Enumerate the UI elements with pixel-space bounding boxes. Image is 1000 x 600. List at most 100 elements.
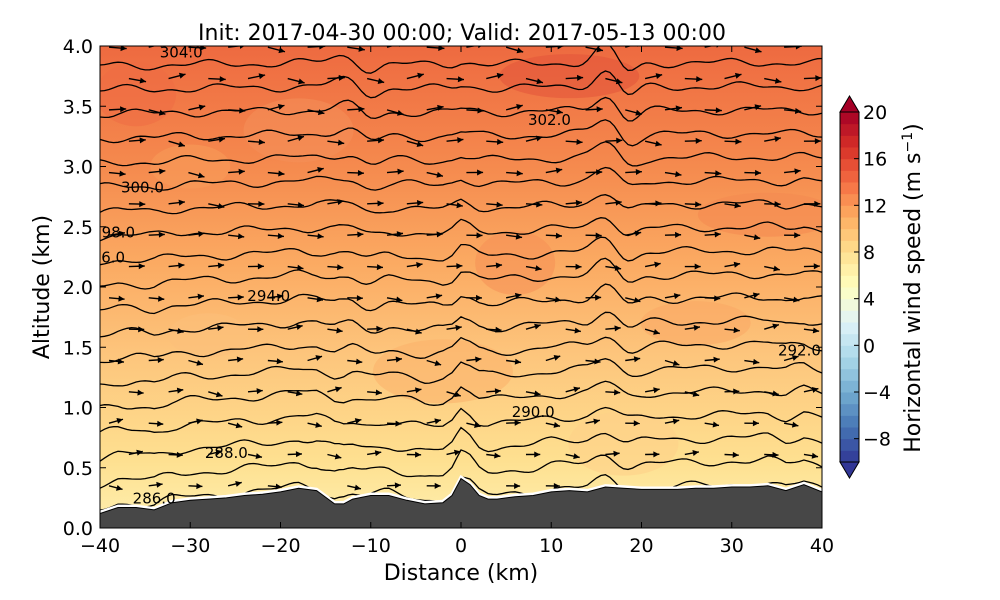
wind-vector bbox=[525, 451, 541, 458]
colorbar-swatch bbox=[840, 310, 859, 323]
wind-vector bbox=[664, 171, 682, 178]
wind-vector bbox=[744, 292, 760, 299]
wind-vector bbox=[585, 294, 602, 301]
wind-vector bbox=[406, 199, 424, 206]
wind-speed-fill bbox=[100, 46, 822, 528]
wind-vector bbox=[545, 167, 563, 174]
wind-vector bbox=[307, 355, 323, 362]
wind-vector bbox=[406, 328, 422, 335]
wind-vector bbox=[168, 451, 183, 458]
colorbar-tick-label: 16 bbox=[863, 149, 887, 171]
wind-vector bbox=[605, 264, 622, 271]
colorbar-swatch bbox=[840, 345, 859, 358]
wind-vector bbox=[248, 326, 264, 333]
wind-vector bbox=[585, 358, 601, 365]
wind-vector bbox=[664, 231, 682, 238]
wind-vector bbox=[446, 324, 462, 331]
wind-vector bbox=[764, 451, 779, 458]
wind-vector bbox=[327, 453, 342, 460]
colorbar-swatch bbox=[840, 252, 859, 265]
wind-vector bbox=[327, 74, 345, 81]
wind-vector bbox=[128, 389, 144, 396]
wind-vector bbox=[406, 140, 424, 147]
wind-vector bbox=[227, 422, 243, 429]
theta-contour-300 bbox=[100, 141, 822, 167]
wind-vector bbox=[347, 231, 364, 238]
y-tick-label: 0.5 bbox=[63, 458, 93, 480]
wind-vector bbox=[486, 326, 502, 333]
wind-vector bbox=[128, 77, 147, 84]
wind-vector bbox=[783, 296, 800, 303]
wind-vector bbox=[228, 294, 244, 301]
wind-vector bbox=[644, 261, 661, 268]
colorbar-swatch bbox=[840, 380, 859, 393]
wind-vector bbox=[287, 201, 305, 208]
theta-contour-303 bbox=[100, 70, 822, 99]
wind-vector bbox=[347, 295, 363, 302]
chart-title: Init: 2017-04-30 00:00; Valid: 2017-05-1… bbox=[198, 21, 726, 46]
wind-vector bbox=[386, 420, 402, 427]
wind-vector bbox=[128, 137, 146, 144]
wind-vector bbox=[347, 418, 362, 424]
wind-vector bbox=[525, 77, 544, 85]
wind-vector bbox=[684, 263, 701, 270]
colorbar-tick-label: 12 bbox=[863, 195, 887, 217]
colorbar-tick-label: 20 bbox=[863, 102, 887, 124]
colorbar-swatch bbox=[840, 123, 859, 136]
wind-vector bbox=[466, 46, 482, 49]
y-tick-label: 1.5 bbox=[63, 337, 93, 359]
wind-vector bbox=[208, 76, 226, 83]
wind-vector bbox=[684, 450, 699, 456]
x-tick-label: −30 bbox=[170, 535, 210, 557]
wind-patch bbox=[150, 144, 231, 189]
theta-contour-299 bbox=[100, 166, 822, 191]
wind-vector bbox=[803, 138, 821, 145]
theta-contour-302 bbox=[100, 96, 822, 122]
wind-vector bbox=[267, 170, 285, 177]
wind-vector bbox=[644, 328, 660, 335]
wind-vector bbox=[605, 450, 620, 457]
theta-contour-294 bbox=[100, 283, 822, 315]
wind-vector bbox=[605, 199, 622, 206]
wind-vector bbox=[188, 230, 205, 237]
wind-vector bbox=[446, 202, 463, 209]
x-axis-ticks: −40 −30 −20 −10 0 10 20 30 40 bbox=[80, 46, 834, 557]
wind-vector bbox=[267, 104, 285, 111]
wind-vector bbox=[168, 262, 185, 269]
wind-vector bbox=[525, 135, 543, 142]
theta-contour-287 bbox=[100, 449, 822, 489]
wind-vector bbox=[803, 386, 819, 393]
wind-vector bbox=[704, 356, 720, 363]
wind-vector bbox=[704, 295, 721, 302]
wind-vector bbox=[188, 483, 203, 490]
wind-vector bbox=[664, 105, 683, 112]
contour-label: 298.0 bbox=[92, 223, 135, 241]
theta-contours bbox=[100, 46, 822, 511]
wind-vector bbox=[783, 355, 799, 362]
wind-vector bbox=[664, 46, 683, 51]
wind-vector bbox=[525, 265, 542, 272]
wind-vector bbox=[486, 201, 503, 208]
wind-vector bbox=[803, 327, 820, 334]
wind-vector bbox=[684, 391, 700, 397]
wind-vector bbox=[466, 294, 483, 301]
wind-vector bbox=[188, 46, 207, 51]
theta-contour-296 bbox=[100, 236, 822, 266]
colorbar-extend-max bbox=[839, 95, 860, 113]
wind-vector bbox=[585, 418, 600, 425]
wind-vector bbox=[386, 482, 402, 489]
wind-vector bbox=[505, 292, 522, 299]
wind-vector bbox=[466, 356, 482, 363]
wind-vector bbox=[227, 481, 242, 487]
wind-vector bbox=[486, 388, 502, 395]
colorbar-swatch bbox=[840, 392, 859, 405]
wind-patch bbox=[568, 411, 679, 476]
wind-vector bbox=[704, 170, 722, 177]
wind-vector bbox=[228, 168, 245, 175]
wind-vector bbox=[446, 263, 463, 270]
wind-vector bbox=[347, 46, 365, 52]
wind-vector bbox=[248, 263, 264, 270]
wind-vector bbox=[168, 72, 186, 80]
colorbar-label: Horizontal wind speed (m s−1) bbox=[900, 123, 926, 453]
wind-vector bbox=[327, 199, 344, 206]
